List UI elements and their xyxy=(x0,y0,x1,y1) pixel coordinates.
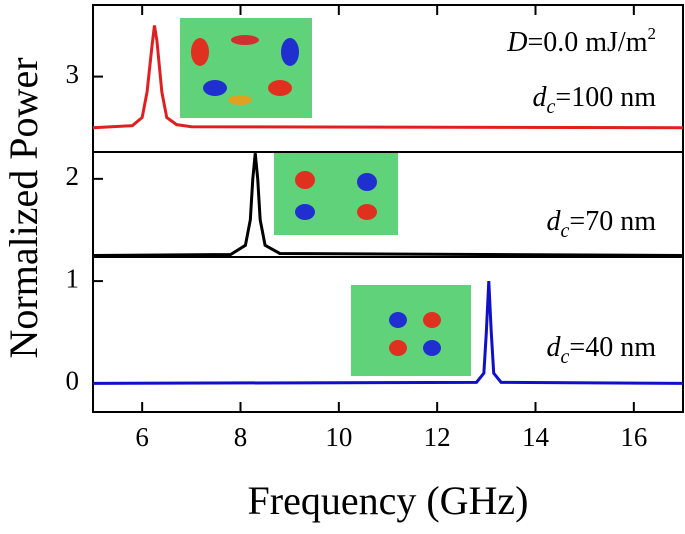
annotation-italic: d xyxy=(533,82,548,113)
annotation-sub: c xyxy=(561,346,570,368)
series-line xyxy=(92,153,684,258)
y-axis-label: Normalized Power xyxy=(1,57,46,358)
annotation-italic: D xyxy=(506,27,527,58)
plot-frame xyxy=(92,4,684,413)
series-line xyxy=(92,281,684,385)
inset-70 xyxy=(274,152,398,235)
y-tick-label: 3 xyxy=(66,59,80,89)
annotation-sup: 2 xyxy=(648,24,657,43)
annotation-sub: c xyxy=(561,220,570,242)
x-tick-label: 6 xyxy=(135,422,149,452)
y-tick-label: 2 xyxy=(66,161,80,191)
annotation-sub: c xyxy=(547,96,556,118)
annotation: D=0.0 mJ/m2 xyxy=(506,24,656,59)
x-tick-label: 8 xyxy=(234,422,248,452)
x-axis-label: Frequency (GHz) xyxy=(248,478,529,523)
annotation: dc=40 nm xyxy=(547,332,657,367)
x-tick-label: 14 xyxy=(522,422,550,452)
series-line xyxy=(92,25,684,130)
annotation-text: =0.0 mJ/m xyxy=(527,27,647,58)
y-tick-label: 0 xyxy=(66,366,80,396)
annotation: dc=70 nm xyxy=(547,206,657,241)
annotation-italic: d xyxy=(547,206,562,237)
y-tick-label: 1 xyxy=(66,263,80,293)
annotation-italic: d xyxy=(547,332,562,363)
annotation-text: =70 nm xyxy=(569,206,656,237)
x-tick-label: 16 xyxy=(620,422,647,452)
annotation: dc=100 nm xyxy=(533,82,657,117)
annotation-text: =40 nm xyxy=(569,332,656,363)
x-tick-label: 10 xyxy=(325,422,352,452)
inset-100 xyxy=(180,18,312,118)
inset-40 xyxy=(351,285,471,376)
annotation-text: =100 nm xyxy=(555,82,656,113)
x-tick-label: 12 xyxy=(424,422,451,452)
